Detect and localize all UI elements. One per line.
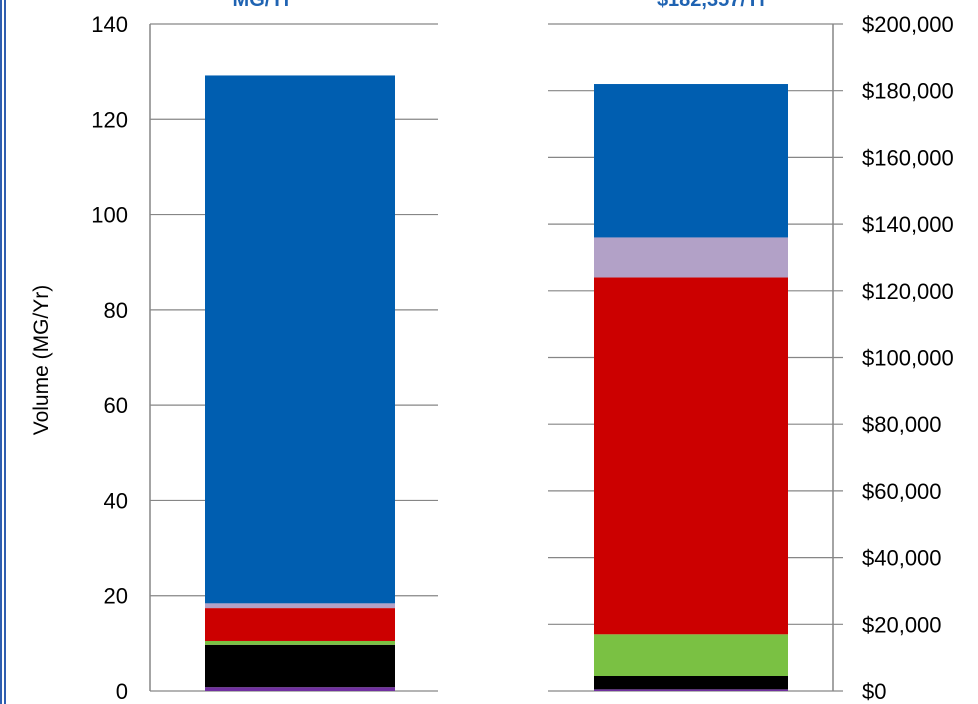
left-tick-labels: 0 20 40 60 80 100 120 140 xyxy=(91,12,128,704)
bar-segment xyxy=(205,687,395,691)
bar-segment xyxy=(205,75,395,604)
right-tick-label: $100,000 xyxy=(862,346,954,371)
left-tick-label: 140 xyxy=(91,12,128,37)
left-chart-title: MG/Yr xyxy=(233,0,292,11)
right-tick-label: $140,000 xyxy=(862,212,954,237)
y-axis-label: Volume (MG/Yr) xyxy=(30,285,53,436)
bar-segment xyxy=(594,277,788,635)
right-tick-labels: $0 $20,000 $40,000 $60,000 $80,000 $100,000 $1… xyxy=(862,12,954,704)
right-tick-label: $180,000 xyxy=(862,79,954,104)
right-tick-label: $120,000 xyxy=(862,279,954,304)
left-tick-label: 20 xyxy=(104,584,128,609)
left-tick-label: 120 xyxy=(91,107,128,132)
left-tick-label: 0 xyxy=(116,679,128,704)
right-tick-label: $200,000 xyxy=(862,12,954,37)
right-tick-label: $40,000 xyxy=(862,546,942,571)
left-tick-label: 40 xyxy=(104,488,128,513)
right-tick-label: $60,000 xyxy=(862,479,942,504)
bar-segment xyxy=(594,689,788,691)
bar-segment xyxy=(205,644,395,688)
right-tick-label: $80,000 xyxy=(862,412,942,437)
bar-segment xyxy=(205,603,395,609)
bar-segment xyxy=(205,640,395,645)
bar-segment xyxy=(594,675,788,690)
bar-segment xyxy=(594,237,788,278)
cost-bar xyxy=(594,84,788,691)
bar-segment xyxy=(594,84,788,238)
right-tick-label: $160,000 xyxy=(862,145,954,170)
left-tick-label: 80 xyxy=(104,298,128,323)
edge-line-inner xyxy=(4,0,6,704)
left-edge-border xyxy=(0,0,7,704)
right-tick-label: $20,000 xyxy=(862,612,942,637)
right-chart-title: $182,357/Yr xyxy=(657,0,767,11)
edge-line-outer xyxy=(0,0,2,704)
right-tick-label: $0 xyxy=(862,679,886,704)
left-tick-label: 100 xyxy=(91,203,128,228)
left-tick-label: 60 xyxy=(104,393,128,418)
volume-bar xyxy=(205,75,395,691)
bar-segment xyxy=(205,608,395,641)
bar-segment xyxy=(594,634,788,676)
